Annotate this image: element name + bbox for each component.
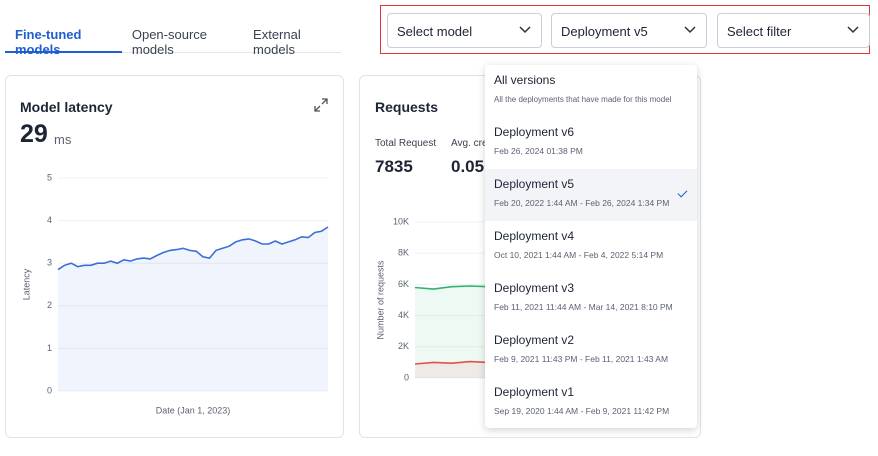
tab[interactable]: Fine-tuned models (5, 22, 122, 57)
card-title: Model latency (20, 99, 113, 115)
deployment-option[interactable]: Deployment v6 Feb 26, 2024 01:38 PM (485, 117, 697, 169)
x-axis-label: Date (Jan 1, 2023) (156, 405, 231, 415)
option-label: Deployment v2 (494, 333, 575, 347)
latency-card: Model latency 29 ms (5, 75, 344, 438)
card-title: Requests (375, 99, 439, 115)
option-date: Feb 20, 2022 1:44 AM - Feb 26, 2024 1:34… (494, 198, 670, 208)
deployment-option[interactable]: Deployment v5 Feb 20, 2022 1:44 AM - Feb … (485, 169, 697, 221)
y-tick-label: 10K (393, 216, 409, 226)
filter-select-text: Select filter (727, 24, 792, 39)
model-select-text: Select model (397, 24, 473, 39)
deployment-option[interactable]: Deployment v2 Feb 9, 2021 11:43 PM - Feb … (485, 325, 697, 377)
option-label: Deployment v1 (494, 385, 575, 399)
chevron (519, 26, 531, 34)
y-axis-label: Number of requests (375, 260, 385, 340)
option-label: Deployment v3 (494, 281, 575, 295)
tab[interactable]: Open-source models (131, 27, 208, 57)
option-date: Feb 11, 2021 11:44 AM - Mar 14, 2021 8:1… (494, 302, 673, 312)
y-tick-label: 5 (47, 172, 52, 182)
option-date: Feb 9, 2021 11:43 PM - Feb 11, 2021 1:43… (494, 354, 669, 364)
stat-value: 7835 (375, 157, 413, 176)
stat-label: Total Request (375, 138, 437, 149)
model-select[interactable]: Select model (387, 13, 542, 48)
stat-value: 0.05 (451, 157, 485, 176)
stat-label: Avg. cre (451, 138, 488, 149)
option-description: All the deployments that have made for t… (494, 95, 672, 104)
y-tick-label: 6K (398, 279, 409, 289)
latency-value: 29 (20, 120, 48, 148)
option-label: Deployment v5 (494, 177, 575, 191)
line-area (58, 227, 328, 391)
y-tick-label: 0 (47, 385, 52, 395)
chevron (847, 26, 859, 34)
deployment-select-text: Deployment v5 (561, 24, 648, 39)
latency-unit: ms (54, 132, 72, 147)
option-label: All versions (494, 73, 556, 87)
deployment-select[interactable]: Deployment v5 (551, 13, 707, 48)
y-tick-label: 2K (398, 341, 409, 351)
y-tick-label: 4K (398, 310, 409, 320)
deployment-dropdown: All versions All the deployments that ha… (485, 65, 697, 428)
option-date: Feb 26, 2024 01:38 PM (494, 146, 583, 156)
option-date: Sep 19, 2020 1:44 AM - Feb 9, 2021 11:42… (494, 406, 670, 416)
option-label: Deployment v6 (494, 125, 575, 139)
deployment-option[interactable]: Deployment v4 Oct 10, 2021 1:44 AM - Feb … (485, 221, 697, 273)
filter-group: Select model Deployment v5 Select filter (380, 5, 870, 54)
y-tick-label: 1 (47, 343, 52, 353)
filter-select[interactable]: Select filter (717, 13, 870, 48)
expand-icon[interactable] (314, 98, 328, 112)
line (57, 226, 329, 271)
deployment-option[interactable]: Deployment v1 Sep 19, 2020 1:44 AM - Feb … (485, 377, 697, 429)
y-axis-label: Latency (21, 268, 31, 300)
y-tick-label: 4 (47, 215, 52, 225)
y-tick-label: 8K (398, 248, 409, 258)
all-versions-option[interactable]: All versions All the deployments that ha… (485, 65, 697, 117)
y-tick-label: 3 (47, 258, 52, 268)
tab-bar: Fine-tuned models Open-source models Exter… (5, 22, 341, 57)
y-tick-label: 2 (47, 300, 52, 310)
option-date: Oct 10, 2021 1:44 AM - Feb 4, 2022 5:14 … (494, 250, 664, 260)
y-tick-label: 0 (404, 372, 409, 382)
deployment-option[interactable]: Deployment v3 Feb 11, 2021 11:44 AM - Mar… (485, 273, 697, 325)
option-label: Deployment v4 (494, 229, 575, 243)
chevron (684, 26, 696, 34)
tab[interactable]: External models (253, 27, 301, 57)
